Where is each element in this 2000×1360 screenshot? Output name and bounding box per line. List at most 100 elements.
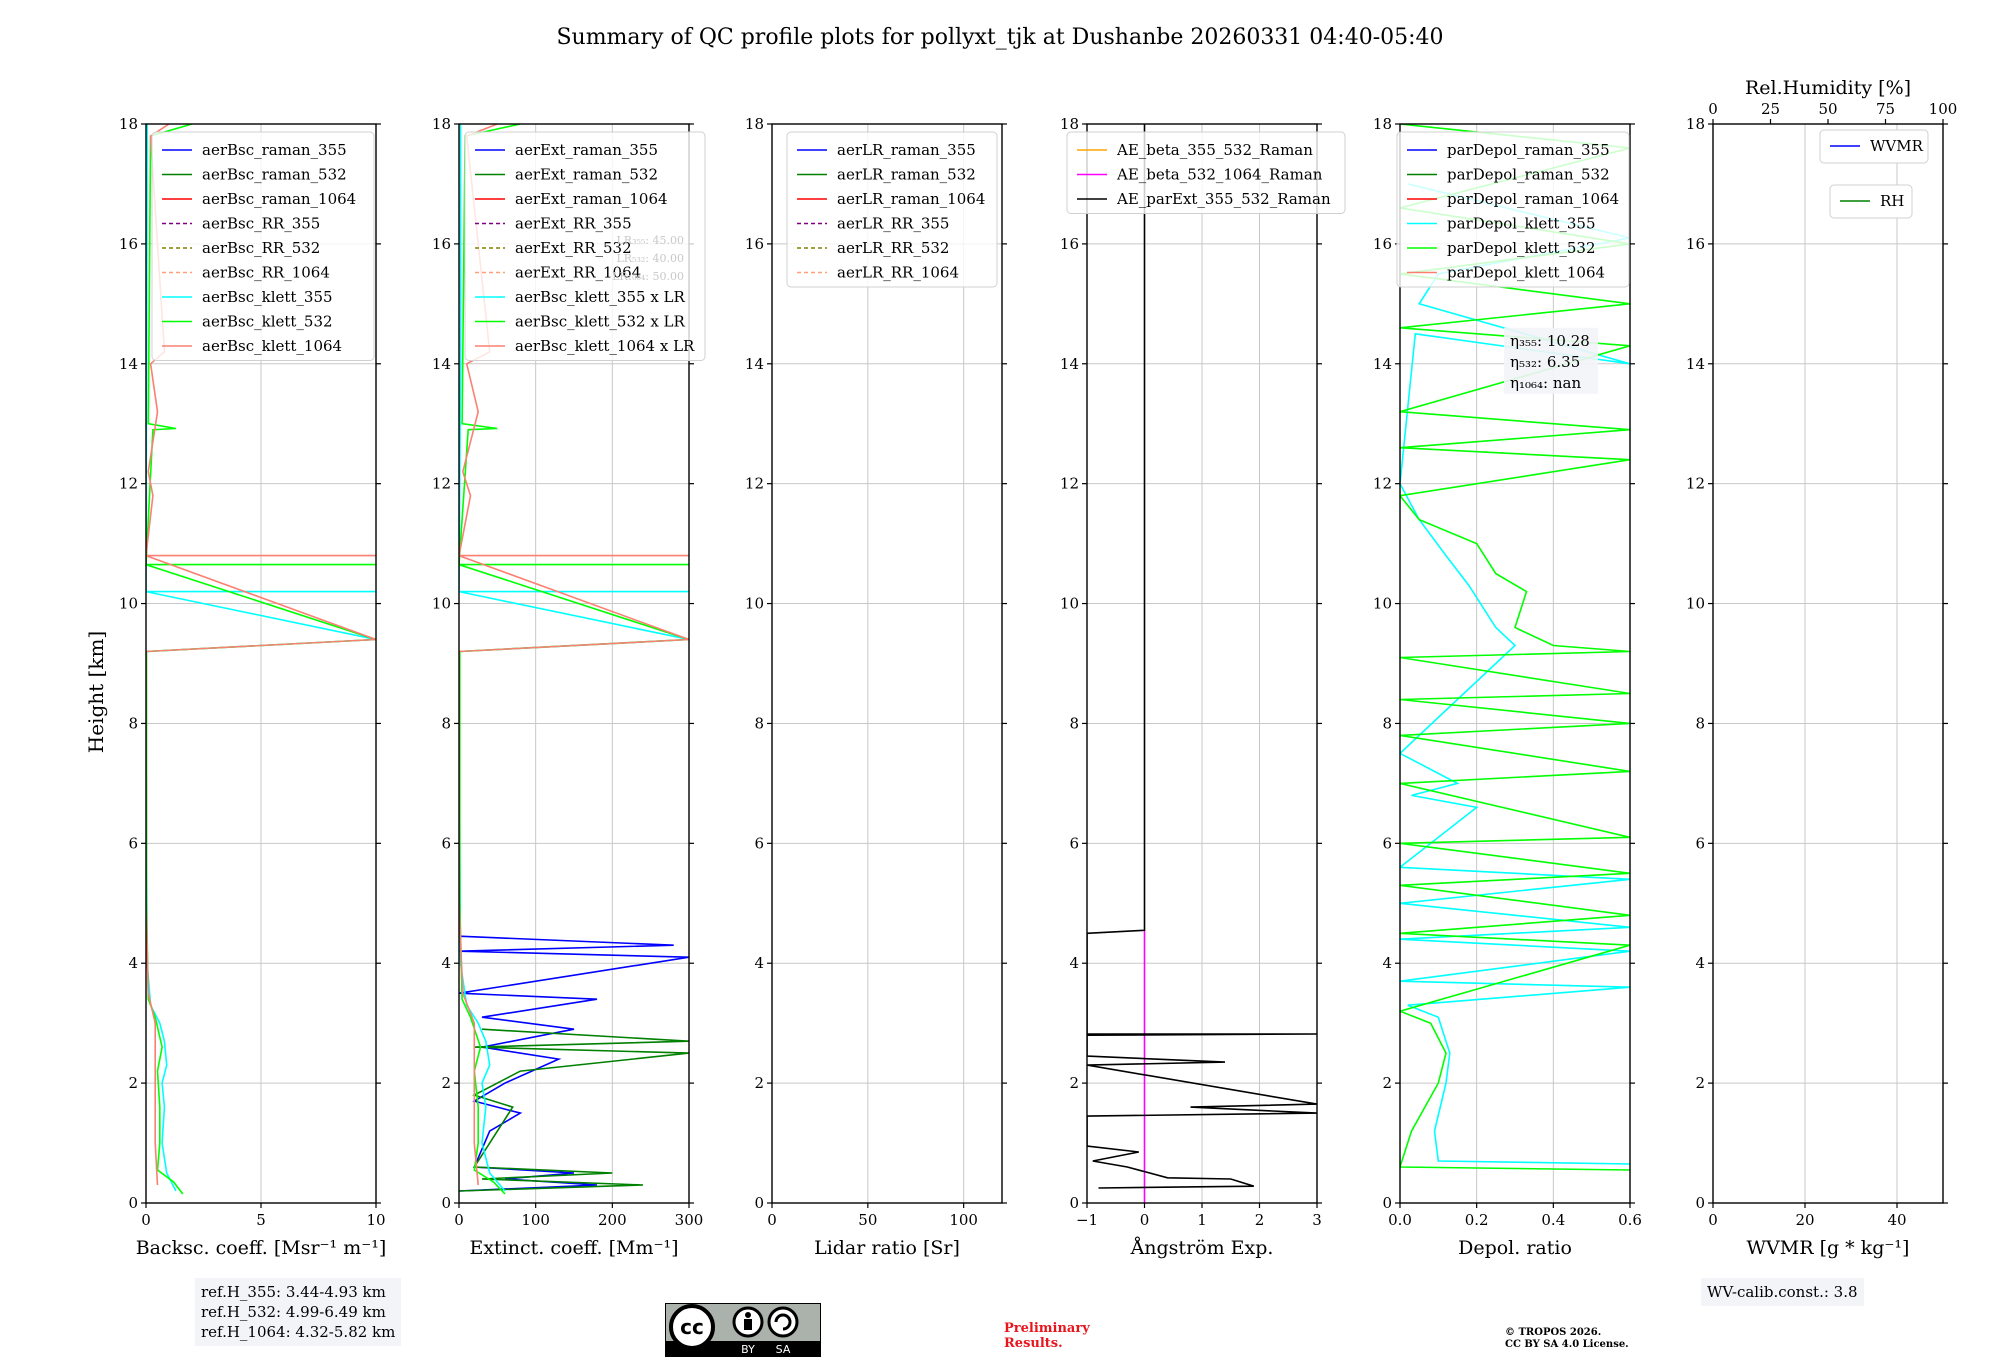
x-tick-label: 100: [949, 1211, 978, 1229]
x-axis-label: WVMR [g * kg⁻¹]: [1747, 1237, 1910, 1259]
preliminary-note: Preliminary Results.: [1004, 1321, 1090, 1351]
x-tick-label: 0.0: [1388, 1211, 1412, 1229]
lr-note: LR₁₀₆₄: 50.00: [612, 270, 684, 283]
y-tick-label: 18: [1373, 115, 1392, 133]
legend-label: aerBsc_RR_1064: [202, 264, 330, 282]
y-tick-label: 8: [754, 714, 764, 732]
x-tick-label: 0: [1708, 1211, 1718, 1229]
legend-frame: [786, 131, 998, 288]
y-tick-label: 0: [1695, 1194, 1705, 1212]
x-tick-label: 0.6: [1618, 1211, 1642, 1229]
y-tick-label: 4: [441, 954, 451, 972]
top-x-tick-label: 75: [1876, 100, 1895, 118]
ref-heights-box: ref.H_355: 3.44-4.93 km ref.H_532: 4.99-…: [195, 1278, 402, 1346]
ref-height-532: ref.H_532: 4.99-6.49 km: [201, 1303, 386, 1321]
wv-calib-box: WV-calib.const.: 3.8: [1701, 1278, 1864, 1306]
cc-icon: [669, 1304, 715, 1350]
x-tick-label: 40: [1887, 1211, 1906, 1229]
x-tick-label: 2: [1255, 1211, 1265, 1229]
panel-depol: 0 2 4 6 8 10 12 14 16 18 0.0 0.2 0.4 0.6 Depol. ratio p…: [1373, 115, 1642, 1259]
legend-label: aerLR_RR_1064: [837, 264, 959, 282]
y-tick-label: 4: [1382, 954, 1392, 972]
y-tick-label: 10: [432, 595, 451, 613]
lr-note: LR₅₃₂: 40.00: [616, 252, 684, 265]
axes-frame: [458, 123, 690, 1204]
legend: parDepol_raman_355 parDepol_raman_532 parD…: [1396, 131, 1630, 288]
legend-label: AE_beta_355_532_Raman: [1116, 141, 1313, 159]
by-label: BY: [741, 1343, 755, 1356]
legend-label: AE_beta_532_1064_Raman: [1116, 166, 1323, 184]
y-tick-label: 0: [128, 1194, 138, 1212]
y-tick-label: 18: [1686, 115, 1705, 133]
legend-label: aerBsc_klett_532: [202, 313, 333, 331]
y-tick-label: 12: [1686, 475, 1705, 493]
y-tick-label: 18: [119, 115, 138, 133]
y-tick-label: 16: [1686, 235, 1705, 253]
x-axis-label: Backsc. coeff. [Msr⁻¹ m⁻¹]: [136, 1237, 387, 1259]
legend-label: parDepol_klett_1064: [1447, 264, 1605, 282]
y-tick-label: 6: [1069, 834, 1079, 852]
x-tick-label: 50: [858, 1211, 877, 1229]
legend-label: aerBsc_raman_1064: [202, 190, 356, 208]
y-tick-label: 6: [1382, 834, 1392, 852]
legend-label: parDepol_klett_355: [1447, 215, 1596, 233]
y-tick-label: 12: [1373, 475, 1392, 493]
y-tick-label: 2: [441, 1074, 451, 1092]
cc-icon-label: cc: [680, 1315, 704, 1339]
y-tick-label: 0: [1069, 1194, 1079, 1212]
legend-label: parDepol_raman_1064: [1447, 190, 1619, 208]
y-tick-label: 6: [754, 834, 764, 852]
legend-frame: [1396, 131, 1630, 288]
eta-label: η₁₀₆₄: nan: [1510, 374, 1581, 392]
x-tick-label: 3: [1312, 1211, 1322, 1229]
y-tick-label: 6: [441, 834, 451, 852]
legend: AE_beta_355_532_Raman AE_beta_532_1064_Ra…: [1066, 131, 1346, 214]
legend-frame: [464, 131, 706, 361]
y-tick-label: 12: [1060, 475, 1079, 493]
series-aerBsc_klett_1064: [146, 124, 376, 1186]
legend-label: parDepol_raman_355: [1447, 141, 1610, 159]
legend-label: aerBsc_klett_1064: [202, 337, 342, 355]
y-tick-label: 12: [432, 475, 451, 493]
legend-label: parDepol_klett_532: [1447, 239, 1596, 257]
figure-title: Summary of QC profile plots for pollyxt_…: [556, 25, 1443, 50]
x-tick-label: 0.2: [1465, 1211, 1489, 1229]
y-tick-label: 6: [1695, 834, 1705, 852]
legend-label: aerBsc_raman_355: [202, 141, 347, 159]
legend-label: aerLR_RR_532: [837, 239, 949, 257]
y-tick-label: 6: [128, 834, 138, 852]
legend-label: aerLR_RR_355: [837, 215, 949, 233]
legend-wvmr: WVMR: [1819, 129, 1929, 164]
panel-bsc: 0 2 4 6 8 10 12 14 16 18 0 5 10 Backsc. coeff. [Msr⁻¹…: [119, 115, 386, 1259]
y-tick-label: 8: [441, 714, 451, 732]
y-tick-label: 10: [1686, 595, 1705, 613]
y-tick-label: 18: [745, 115, 764, 133]
top-x-tick-label: 50: [1818, 100, 1837, 118]
cc-license-badge[interactable]: cc BY SA: [665, 1303, 821, 1357]
x-tick-label: 10: [366, 1211, 385, 1229]
y-tick-label: 10: [745, 595, 764, 613]
ref-height-355: ref.H_355: 3.44-4.93 km: [201, 1283, 386, 1301]
y-tick-label: 2: [754, 1074, 764, 1092]
y-tick-label: 16: [119, 235, 138, 253]
eta-label: η₅₃₂: 6.35: [1510, 353, 1580, 371]
legend-rh: RH: [1829, 184, 1913, 219]
panel-lr: 0 2 4 6 8 10 12 14 16 18 0 50 100 Lidar ratio [Sr] aer…: [745, 115, 1007, 1259]
legend-label: aerBsc_RR_532: [202, 239, 320, 257]
y-tick-label: 12: [119, 475, 138, 493]
y-tick-label: 14: [745, 355, 764, 373]
legend: aerBsc_raman_355 aerBsc_raman_532 aerBsc_r…: [151, 131, 375, 361]
x-tick-label: −1: [1076, 1211, 1098, 1229]
y-tick-label: 0: [441, 1194, 451, 1212]
legend-frame: [1819, 129, 1929, 164]
x-tick-label: 300: [675, 1211, 704, 1229]
eta-label: η₃₅₅: 10.28: [1510, 332, 1590, 350]
y-tick-label: 16: [1373, 235, 1392, 253]
copyright-note: © TROPOS 2026. CC BY SA 4.0 License.: [1505, 1327, 1629, 1351]
y-tick-label: 18: [1060, 115, 1079, 133]
x-tick-label: 0: [1140, 1211, 1150, 1229]
x-tick-label: 0.4: [1541, 1211, 1565, 1229]
y-tick-label: 10: [1373, 595, 1392, 613]
y-tick-label: 4: [1695, 954, 1705, 972]
